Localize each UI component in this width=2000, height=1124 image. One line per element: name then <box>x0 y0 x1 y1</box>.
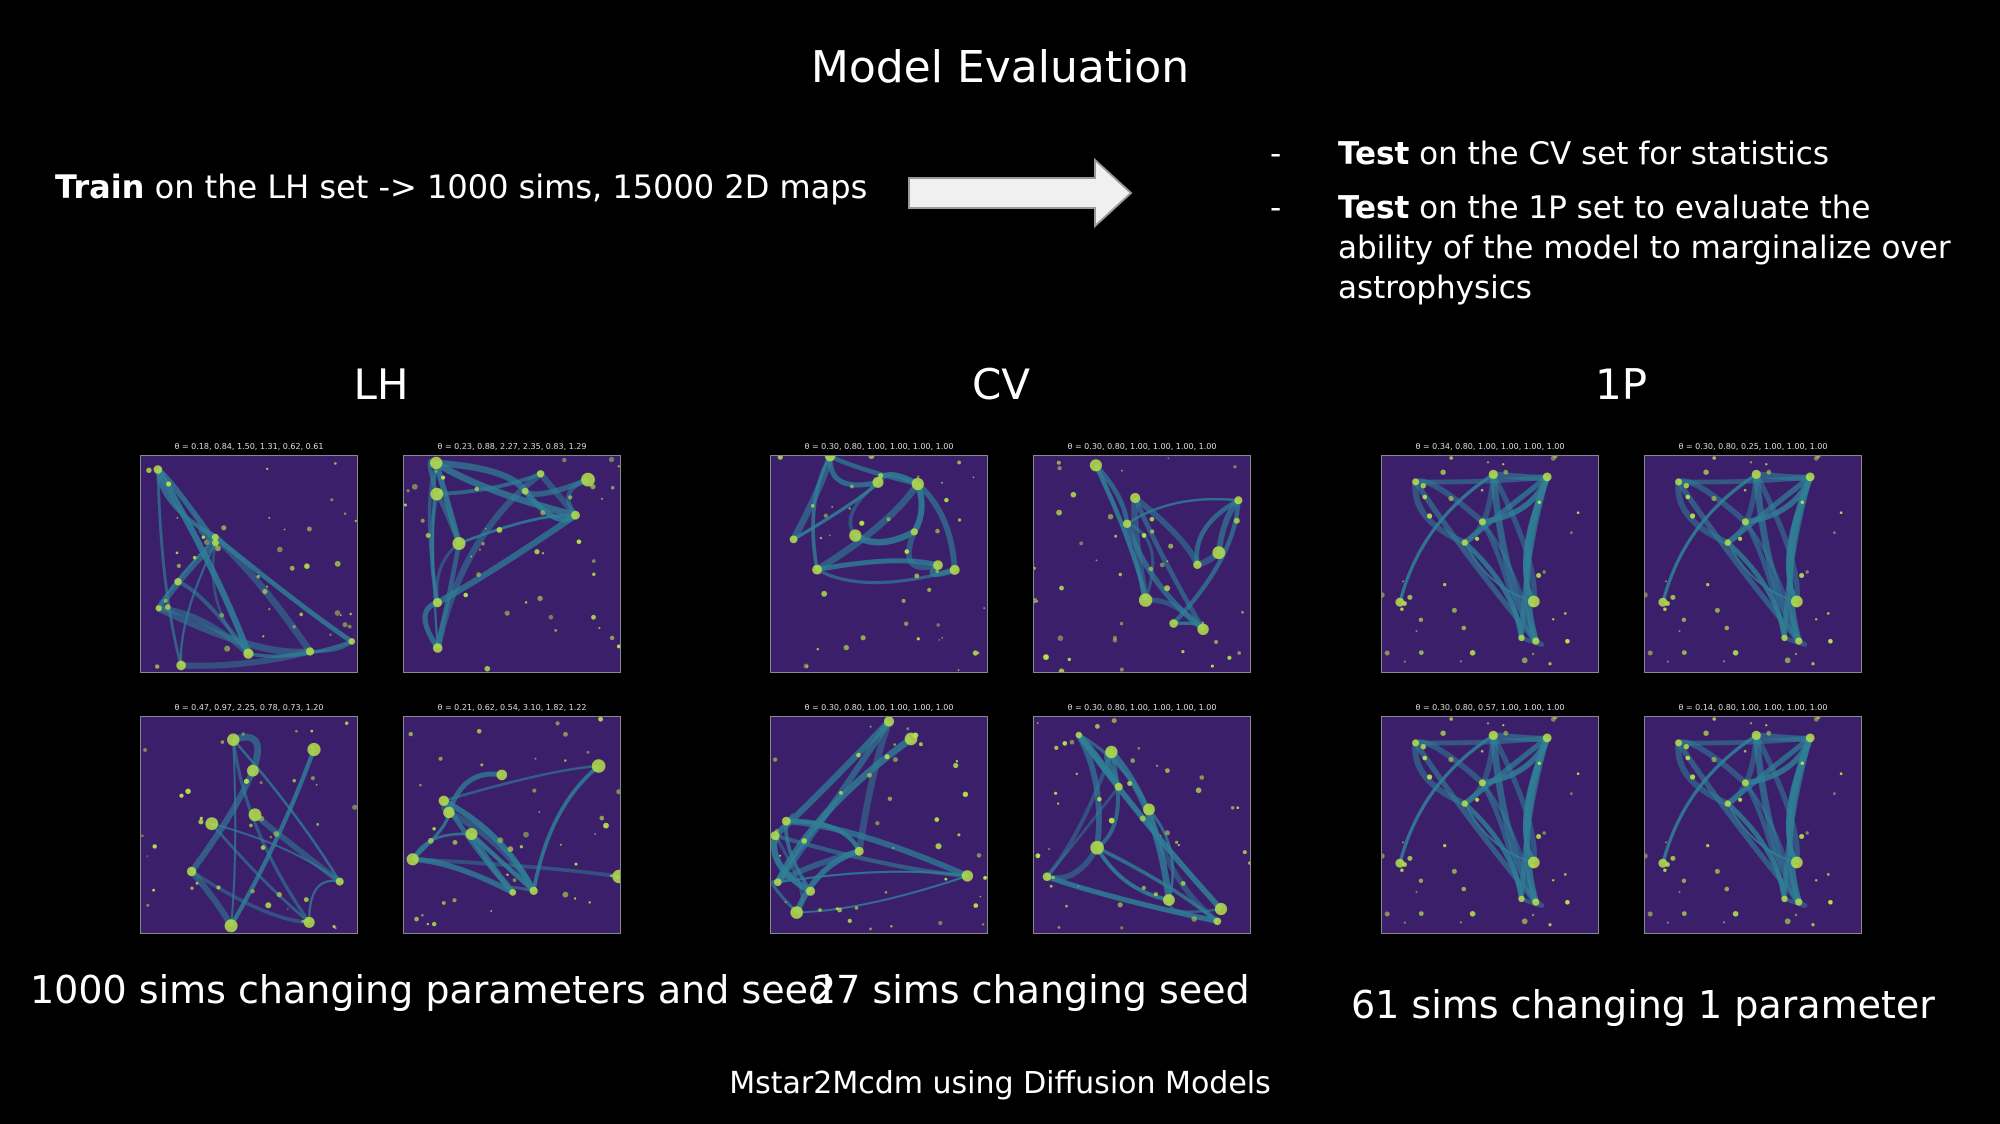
caption-lh: 1000 sims changing parameters and seed <box>30 968 833 1012</box>
map-image <box>1034 717 1250 933</box>
train-rest: on the LH set -> 1000 sims, 15000 2D map… <box>144 168 868 206</box>
bullet-bold: Test <box>1338 190 1410 226</box>
panel-title: θ = 0.30, 0.80, 0.57, 1.00, 1.00, 1.00 <box>1415 703 1565 712</box>
map-image <box>771 717 987 933</box>
slide-title: Model Evaluation <box>810 42 1190 93</box>
bullet-text: on the 1P set to evaluate the ability of… <box>1338 190 1951 306</box>
map-image <box>141 456 357 672</box>
panel-title: θ = 0.14, 0.80, 1.00, 1.00, 1.00, 1.00 <box>1678 703 1828 712</box>
bullet-item-cv: - Test on the CV set for statistics <box>1270 134 1970 174</box>
bullet-item-1p: - Test on the 1P set to evaluate the abi… <box>1270 188 1970 308</box>
density-map <box>770 716 988 934</box>
panel-title: θ = 0.18, 0.84, 1.50, 1.31, 0.62, 0.61 <box>174 442 324 451</box>
slide-footer: Mstar2Mcdm using Diffusion Models <box>729 1066 1271 1101</box>
panel-title: θ = 0.47, 0.97, 2.25, 0.78, 0.73, 1.20 <box>174 703 324 712</box>
map-image <box>1034 456 1250 672</box>
bullet-dash: - <box>1270 136 1282 172</box>
density-map <box>1644 716 1862 934</box>
train-bold: Train <box>55 168 145 206</box>
density-map <box>1381 716 1599 934</box>
bullet-bold: Test <box>1338 136 1410 172</box>
caption-cv: 27 sims changing seed <box>812 968 1250 1012</box>
map-image <box>141 717 357 933</box>
panel-title: θ = 0.34, 0.80, 1.00, 1.00, 1.00, 1.00 <box>1415 442 1565 451</box>
panel-title: θ = 0.30, 0.80, 0.25, 1.00, 1.00, 1.00 <box>1678 442 1828 451</box>
density-map <box>770 455 988 673</box>
density-map <box>1033 716 1251 934</box>
test-bullets: - Test on the CV set for statistics - Te… <box>1270 134 1970 322</box>
panel-title: θ = 0.30, 0.80, 1.00, 1.00, 1.00, 1.00 <box>1067 703 1217 712</box>
group-label-cv: CV <box>971 360 1031 409</box>
panel-title: θ = 0.30, 0.80, 1.00, 1.00, 1.00, 1.00 <box>1067 442 1217 451</box>
density-map <box>403 716 621 934</box>
map-image <box>771 456 987 672</box>
density-map <box>140 455 358 673</box>
map-image <box>1382 717 1598 933</box>
map-image <box>404 717 620 933</box>
group-label-1p: 1P <box>1594 360 1648 409</box>
train-text: Train on the LH set -> 1000 sims, 15000 … <box>55 168 867 206</box>
map-image <box>1645 456 1861 672</box>
density-map <box>1644 455 1862 673</box>
density-map <box>1033 455 1251 673</box>
map-image <box>404 456 620 672</box>
map-image <box>1645 717 1861 933</box>
map-image <box>1382 456 1598 672</box>
group-label-lh: LH <box>353 360 409 409</box>
caption-1p: 61 sims changing 1 parameter <box>1351 983 1935 1027</box>
bullet-text: on the CV set for statistics <box>1409 136 1829 172</box>
density-map <box>140 716 358 934</box>
bullet-dash: - <box>1270 190 1282 226</box>
panel-title: θ = 0.30, 0.80, 1.00, 1.00, 1.00, 1.00 <box>804 442 954 451</box>
panel-title: θ = 0.30, 0.80, 1.00, 1.00, 1.00, 1.00 <box>804 703 954 712</box>
panel-title: θ = 0.21, 0.62, 0.54, 3.10, 1.82, 1.22 <box>437 703 587 712</box>
density-map <box>403 455 621 673</box>
panel-title: θ = 0.23, 0.88, 2.27, 2.35, 0.83, 1.29 <box>437 442 587 451</box>
right-arrow-icon <box>908 158 1133 228</box>
density-map <box>1381 455 1599 673</box>
